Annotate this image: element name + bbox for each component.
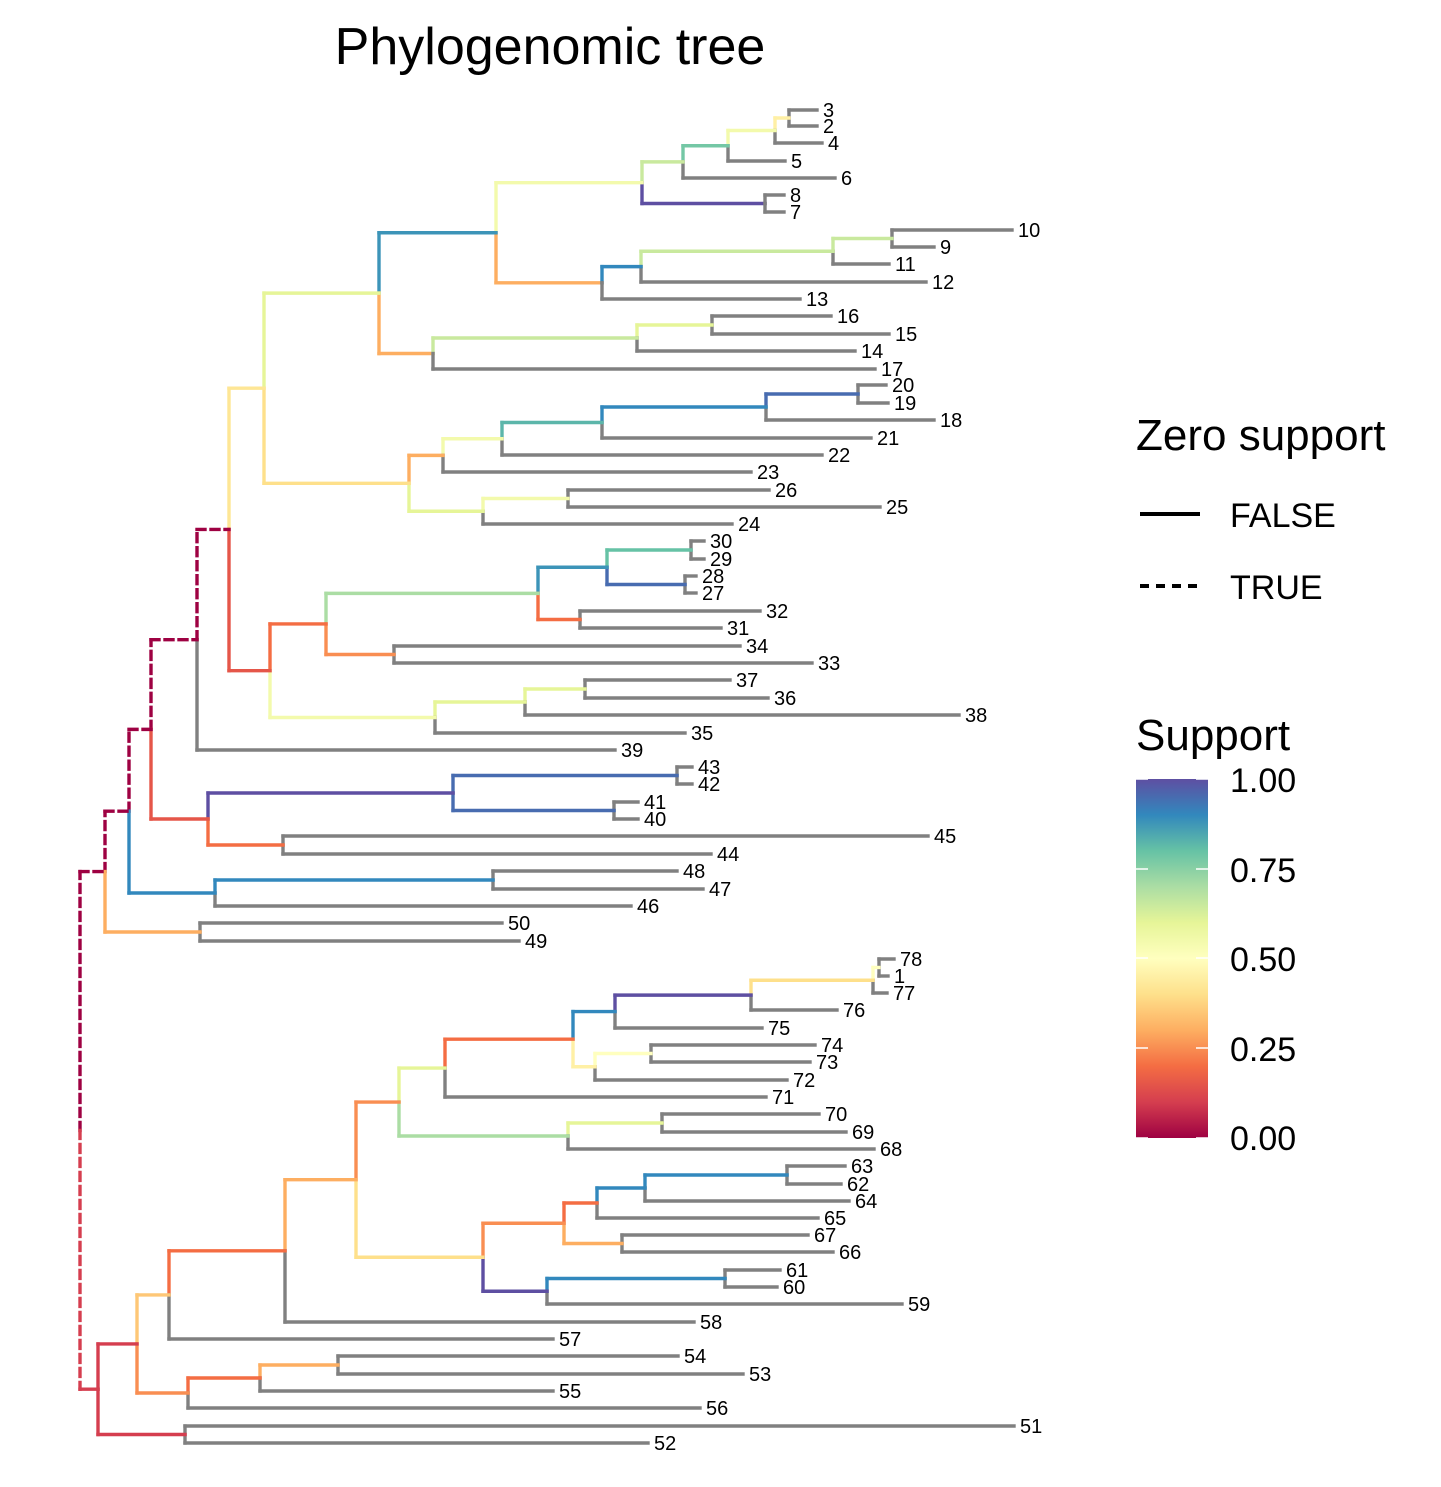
legend-label-false: FALSE bbox=[1230, 497, 1336, 535]
tip-label: 51 bbox=[1020, 1416, 1042, 1438]
tip-label: 7 bbox=[790, 202, 801, 224]
tip-label: 46 bbox=[637, 896, 659, 918]
tip-label: 61 bbox=[786, 1260, 808, 1282]
tip-label: 24 bbox=[738, 514, 760, 536]
tip-label: 38 bbox=[965, 705, 987, 727]
tip-label: 6 bbox=[841, 168, 852, 190]
tip-label: 67 bbox=[814, 1225, 836, 1247]
colorbar-label-1.00: 1.00 bbox=[1230, 762, 1296, 800]
tip-label: 45 bbox=[934, 826, 956, 848]
colorbar-label-0.75: 0.75 bbox=[1230, 852, 1296, 890]
tip-label: 31 bbox=[727, 618, 749, 640]
zero-support-legend-title: Zero support bbox=[1136, 411, 1385, 460]
tip-label: 54 bbox=[684, 1346, 706, 1368]
tip-label: 27 bbox=[702, 583, 724, 605]
tip-label: 43 bbox=[698, 757, 720, 779]
tip-label: 29 bbox=[710, 549, 732, 571]
tip-label: 16 bbox=[837, 306, 859, 328]
tip-label: 69 bbox=[852, 1122, 874, 1144]
tip-label: 47 bbox=[709, 879, 731, 901]
tip-label: 20 bbox=[892, 375, 914, 397]
tip-label: 60 bbox=[783, 1277, 805, 1299]
tip-label: 35 bbox=[691, 723, 713, 745]
tip-label: 70 bbox=[825, 1104, 847, 1126]
tip-label: 63 bbox=[851, 1156, 873, 1178]
tip-label: 34 bbox=[746, 636, 768, 658]
tip-label: 4 bbox=[828, 133, 839, 155]
tip-label: 44 bbox=[717, 844, 739, 866]
tip-label: 23 bbox=[757, 462, 779, 484]
tip-label: 78 bbox=[900, 949, 922, 971]
tip-label: 37 bbox=[736, 670, 758, 692]
tip-label: 21 bbox=[877, 428, 899, 450]
tip-label: 64 bbox=[855, 1191, 877, 1213]
legend-label-true: TRUE bbox=[1230, 569, 1323, 607]
tip-label: 52 bbox=[654, 1433, 676, 1455]
tip-label: 58 bbox=[700, 1312, 722, 1334]
colorbar-label-0.25: 0.25 bbox=[1230, 1031, 1296, 1069]
tip-label: 3 bbox=[823, 100, 834, 122]
tip-label: 10 bbox=[1018, 220, 1040, 242]
tip-label: 28 bbox=[702, 566, 724, 588]
tip-label: 41 bbox=[644, 792, 666, 814]
tip-label: 53 bbox=[749, 1364, 771, 1386]
tip-label: 11 bbox=[895, 254, 916, 276]
tip-label: 57 bbox=[559, 1329, 581, 1351]
tip-label: 49 bbox=[525, 931, 547, 953]
support-legend: Support 1.00 0.75 0.50 0.25 0.00 bbox=[1136, 711, 1296, 1158]
tip-label: 14 bbox=[861, 341, 883, 363]
tip-label: 50 bbox=[508, 913, 530, 935]
tip-label: 71 bbox=[772, 1087, 794, 1109]
colorbar-label-0.00: 0.00 bbox=[1230, 1120, 1296, 1158]
tip-label: 74 bbox=[821, 1035, 843, 1057]
tip-label: 40 bbox=[644, 809, 666, 831]
tip-label: 30 bbox=[710, 531, 732, 553]
tip-label: 2 bbox=[823, 116, 834, 138]
tip-label: 36 bbox=[774, 688, 796, 710]
tip-label: 76 bbox=[843, 1000, 865, 1022]
tip-label: 39 bbox=[621, 740, 643, 762]
tip-label: 17 bbox=[881, 359, 903, 381]
tip-label: 59 bbox=[908, 1294, 930, 1316]
tip-label: 72 bbox=[793, 1070, 815, 1092]
tip-label: 13 bbox=[806, 289, 828, 311]
tip-label: 9 bbox=[940, 237, 951, 259]
figure-title: Phylogenomic tree bbox=[335, 18, 766, 76]
tip-label: 15 bbox=[895, 324, 917, 346]
tip-label: 73 bbox=[816, 1052, 838, 1074]
tip-label: 77 bbox=[893, 983, 915, 1005]
tip-label: 8 bbox=[790, 185, 801, 207]
support-legend-title: Support bbox=[1136, 711, 1290, 760]
tree-branches bbox=[78, 108, 1016, 1445]
tree-tip-labels: 1234567891011121314151617181920212223242… bbox=[508, 100, 1042, 1455]
tip-label: 19 bbox=[894, 393, 916, 415]
tip-label: 55 bbox=[559, 1381, 581, 1403]
tip-label: 1 bbox=[894, 966, 905, 988]
zero-support-legend: Zero support FALSE TRUE bbox=[1136, 411, 1385, 607]
tip-label: 65 bbox=[824, 1208, 846, 1230]
tip-label: 5 bbox=[791, 151, 802, 173]
tip-label: 12 bbox=[932, 272, 954, 294]
tip-label: 22 bbox=[828, 445, 850, 467]
tip-label: 32 bbox=[766, 601, 788, 623]
tip-label: 56 bbox=[706, 1398, 728, 1420]
tip-label: 66 bbox=[839, 1242, 861, 1264]
colorbar-label-0.50: 0.50 bbox=[1230, 941, 1296, 979]
tip-label: 33 bbox=[818, 653, 840, 675]
tip-label: 62 bbox=[847, 1174, 869, 1196]
tip-label: 26 bbox=[775, 480, 797, 502]
tip-label: 75 bbox=[768, 1018, 790, 1040]
tip-label: 42 bbox=[698, 774, 720, 796]
tip-label: 18 bbox=[940, 410, 962, 432]
tip-label: 48 bbox=[683, 861, 705, 883]
colorbar-ticks bbox=[1136, 778, 1208, 1139]
tip-label: 25 bbox=[886, 497, 908, 519]
tip-label: 68 bbox=[880, 1139, 902, 1161]
